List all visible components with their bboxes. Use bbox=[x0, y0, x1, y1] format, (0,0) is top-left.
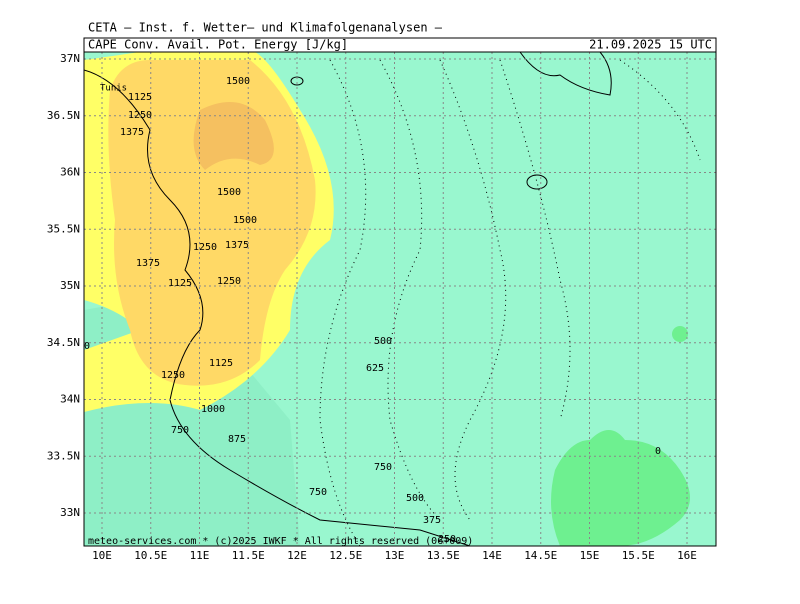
place-label: Tunis bbox=[100, 84, 127, 94]
contour-label: 1375 bbox=[225, 240, 249, 251]
contour-label: 375 bbox=[423, 515, 441, 526]
contour-label: 250 bbox=[438, 534, 456, 545]
contour-label: 1250 bbox=[161, 370, 185, 381]
contour-label: 1500 bbox=[233, 215, 257, 226]
malta bbox=[526, 174, 548, 190]
lon-label: 11.5E bbox=[232, 549, 265, 562]
map-frame bbox=[83, 51, 717, 547]
lon-label: 10E bbox=[92, 549, 112, 562]
footer: meteo-services.com * (c)2025 IWKF * All … bbox=[88, 536, 473, 547]
lat-label: 37N bbox=[60, 52, 80, 65]
lon-label: 15E bbox=[580, 549, 600, 562]
contour-label: 1125 bbox=[128, 92, 152, 103]
contour-label: 1250 bbox=[193, 242, 217, 253]
contour-label: 750 bbox=[374, 462, 392, 473]
header-title: CETA — Inst. f. Wetter— und Klimafolgena… bbox=[88, 21, 443, 35]
contour-label: 1250 bbox=[128, 110, 152, 121]
contour-label: 1000 bbox=[66, 341, 90, 352]
contour-label: 0 bbox=[655, 446, 661, 457]
map: Tunis11251250137515001500150013751250137… bbox=[66, 52, 716, 547]
lon-label: 12E bbox=[287, 549, 307, 562]
graticule bbox=[84, 52, 716, 546]
lon-label: 13E bbox=[385, 549, 405, 562]
lon-label: 12.5E bbox=[329, 549, 362, 562]
lat-label: 35.5N bbox=[47, 222, 80, 235]
lon-label: 10.5E bbox=[134, 549, 167, 562]
contour-label: 1500 bbox=[217, 187, 241, 198]
contour-label: 875 bbox=[228, 434, 246, 445]
contour-label: 750 bbox=[309, 487, 327, 498]
axes: 37N 36.5N 36N 35.5N 35N 34.5N 34N 33.5N 33N 10E 10… bbox=[47, 52, 697, 562]
coastline bbox=[84, 69, 471, 546]
contour-label: 1000 bbox=[201, 404, 225, 415]
contour-label: 500 bbox=[374, 336, 392, 347]
contour-label: 500 bbox=[406, 493, 424, 504]
lat-label: 35N bbox=[60, 279, 80, 292]
contour-label: 1125 bbox=[209, 358, 233, 369]
contours bbox=[319, 59, 701, 546]
lon-label: 11E bbox=[190, 549, 210, 562]
lon-label: 13.5E bbox=[427, 549, 460, 562]
lon-label: 15.5E bbox=[622, 549, 655, 562]
lon-label: 14E bbox=[482, 549, 502, 562]
contour-label: 1250 bbox=[217, 276, 241, 287]
lon-label: 14.5E bbox=[524, 549, 557, 562]
lat-label: 36N bbox=[60, 166, 80, 179]
cape-1500 bbox=[193, 102, 274, 170]
contour-label: 1375 bbox=[120, 127, 144, 138]
lat-label: 33N bbox=[60, 506, 80, 519]
lon-label: 16E bbox=[677, 549, 697, 562]
lat-label: 33.5N bbox=[47, 449, 80, 462]
contour-label: 1375 bbox=[136, 258, 160, 269]
contour-label: 1500 bbox=[226, 76, 250, 87]
contour-label: 750 bbox=[171, 425, 189, 436]
lat-label: 34.5N bbox=[47, 336, 80, 349]
contour-label: 625 bbox=[366, 363, 384, 374]
cape-zero-spot bbox=[672, 326, 688, 342]
lat-label: 36.5N bbox=[47, 109, 80, 122]
product-label: CAPE Conv. Avail. Pot. Energy [J/kg] bbox=[88, 38, 348, 52]
contour-label: 1125 bbox=[168, 278, 192, 289]
sicily-coast bbox=[519, 52, 612, 96]
cape-zero bbox=[551, 430, 690, 546]
lat-label: 34N bbox=[60, 393, 80, 406]
valid-time: 21.09.2025 15 UTC bbox=[589, 38, 712, 52]
contour-labels: Tunis11251250137515001500150013751250137… bbox=[66, 76, 661, 545]
